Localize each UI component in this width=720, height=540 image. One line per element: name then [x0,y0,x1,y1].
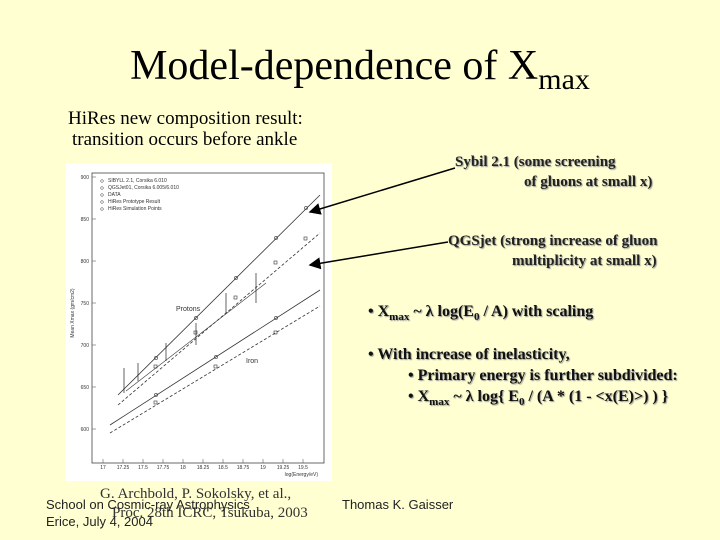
title-subscript: max [538,63,590,96]
note-line: QGSjet (strong increase of gluon [448,233,658,249]
proton-curve [117,194,321,396]
x-axis-label: log(Energy/eV) [285,472,319,478]
reference-line: Proc. 28th ICRC, Tsukuba, 2003 [112,505,308,521]
legend-symbol [100,193,104,197]
y-tick-label: 750 [81,301,90,307]
markers [153,206,308,405]
arrow [308,167,456,215]
x-tick-label: 19.25 [277,465,290,471]
y-tick-label: 850 [81,217,90,223]
x-tick-label: 18.75 [237,465,250,471]
x-tick-label: 19.5 [298,465,308,471]
reference-line: G. Archbold, P. Sokolsky, et al., [100,486,292,502]
caption-line: HiRes new composition result: [68,108,303,129]
curve-label: Protons [176,306,201,313]
bullet: • With increase of inelasticity, [368,346,570,363]
note-line: multiplicity at small x) [512,253,657,269]
legend-symbol [100,207,104,211]
x-tick-label: 18.5 [218,465,228,471]
y-tick-label: 650 [81,385,90,391]
legend-symbol [100,200,104,204]
legend-entry: DATA [108,192,121,198]
legend-entry: HiRes Prototype Result [108,199,161,205]
x-tick-label: 17.5 [138,465,148,471]
y-tick-label: 700 [81,343,90,349]
x-ticks: 17 17.25 17.5 17.75 18 18.25 18.5 18.75 19 19.25 1… [100,459,308,471]
x-tick-label: 17 [100,465,106,471]
footer-date: Erice, July 4, 2004 [46,514,153,529]
x-tick-label: 19 [260,465,266,471]
bullet: • Xmax ~ λ log(E0 / A) with scaling [368,303,594,324]
y-tick-label: 800 [81,259,90,265]
x-tick-label: 17.25 [117,465,130,471]
bullet: • Primary energy is further subdivided: [408,367,678,384]
legend-symbol [100,179,104,183]
plot-background [66,163,332,481]
legend-entry: QGSJet01, Corsika 6.005/6.010 [108,185,179,191]
title-text: Model-dependence of X [130,43,539,89]
slide-title: Model-dependence of Xmax [0,42,720,97]
legend-symbol [100,186,104,190]
note-line: of gluons at small x) [524,174,653,190]
x-tick-label: 17.75 [157,465,170,471]
y-axis-label: Mean Xmax (gm/cm2) [70,288,76,338]
iron-curve [109,289,321,426]
caption-line: transition occurs before ankle [72,129,298,150]
legend-entry: SIBYLL 2.1, Corsika 6.010 [108,178,167,184]
y-tick-label: 900 [81,175,90,181]
x-tick-label: 18 [180,465,186,471]
footer-author: Thomas K. Gaisser [342,497,454,512]
note-line: Sybil 2.1 (some screening [455,154,616,170]
arrow [308,241,449,270]
bullet: • Xmax ~ λ log{ E0 / (A * (1 - <x(E)>) )… [408,388,669,409]
y-tick-label: 600 [81,427,90,433]
curve-label: Iron [246,358,258,365]
x-tick-label: 18.25 [197,465,210,471]
plot-frame [91,172,325,464]
y-ticks: 900 850 800 750 700 650 600 [81,175,96,433]
qgsjet-iron-curve [109,305,321,434]
footer-school: School on Cosmic-ray Astrophysics [46,497,250,512]
legend-entry: HiRes Simulation Points [108,206,162,212]
error-bars [123,273,257,393]
